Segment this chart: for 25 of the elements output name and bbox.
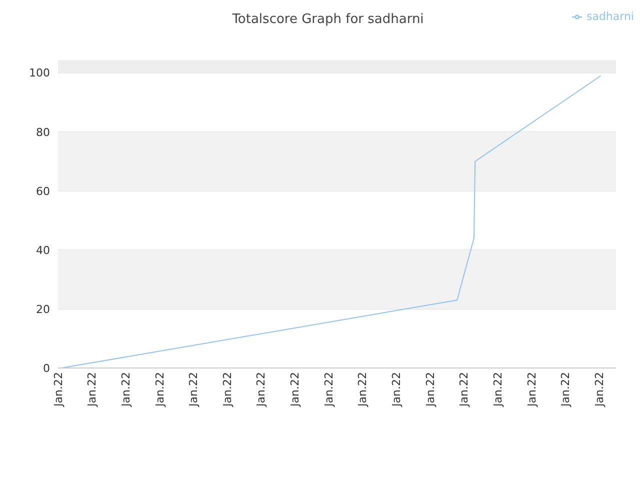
x-tick-label: Jan.22	[592, 372, 606, 408]
x-tick-label: Jan.22	[86, 372, 99, 408]
x-tick-label: Jan.22	[491, 372, 504, 408]
x-tick-label: Jan.22	[52, 372, 65, 408]
y-tick-label: 40	[36, 244, 50, 257]
x-tick-label: Jan.22	[356, 372, 370, 408]
x-tick-label: Jan.22	[153, 372, 166, 408]
y-tick-label: 100	[29, 66, 50, 80]
x-tick-label: Jan.22	[525, 372, 538, 408]
x-tick-label: Jan.22	[254, 372, 268, 408]
y-tick-label: 60	[36, 184, 50, 198]
y-tick-label: 0	[43, 362, 50, 375]
x-tick-label: Jan.22	[220, 372, 234, 408]
x-tick-label: Jan.22	[424, 372, 437, 408]
x-tick-label: Jan.22	[322, 372, 336, 408]
x-tick-label: Jan.22	[458, 372, 471, 408]
x-tick-label: Jan.22	[559, 372, 572, 408]
x-tick-label: Jan.22	[119, 372, 132, 408]
chart-title: Totalscore Graph for sadharni	[232, 12, 424, 27]
x-tick-label: Jan.22	[187, 372, 200, 408]
legend-label: sadharni	[586, 10, 634, 23]
y-tick-label: 80	[36, 126, 50, 139]
x-tick-label: Jan.22	[390, 372, 403, 408]
x-tick-label: Jan.22	[288, 372, 302, 408]
y-tick-label: 20	[36, 302, 50, 316]
